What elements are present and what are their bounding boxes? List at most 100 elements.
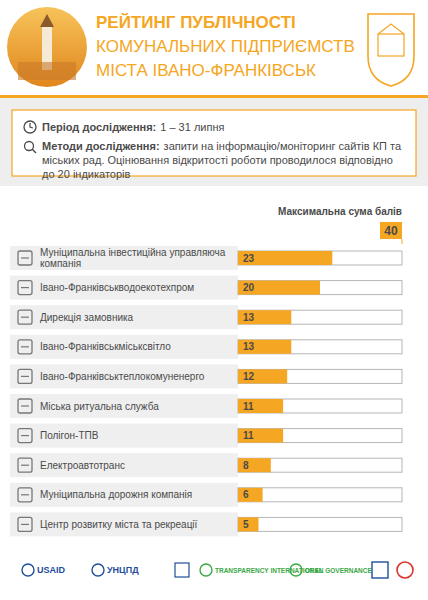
row-icon-line bbox=[21, 405, 29, 406]
bar bbox=[238, 310, 291, 324]
row-icon-line bbox=[21, 287, 29, 288]
header-rule bbox=[0, 95, 428, 98]
data-label: 6 bbox=[243, 489, 249, 500]
title-line: КОМУНАЛЬНИХ ПІДПРИЄМСТВ bbox=[96, 37, 355, 56]
bar-track bbox=[238, 488, 402, 502]
category-label: Муніципальна дорожня компанія bbox=[40, 489, 192, 500]
category-label: Електроавтотранс bbox=[40, 460, 125, 471]
data-label: 11 bbox=[243, 430, 254, 441]
row-icon bbox=[18, 251, 32, 265]
info-box bbox=[12, 110, 416, 176]
row-icon bbox=[18, 429, 32, 443]
logo-mark bbox=[397, 562, 413, 578]
buildings bbox=[18, 62, 76, 80]
data-label: 13 bbox=[243, 312, 255, 323]
bar-track bbox=[238, 399, 402, 413]
methods-label: Методи дослідження: bbox=[42, 140, 160, 152]
category-label: Івано-Франківськтеплокомуненерго bbox=[40, 371, 205, 382]
bar-track bbox=[238, 251, 402, 265]
bar-track bbox=[238, 458, 402, 472]
logo-mark bbox=[92, 564, 104, 576]
tick-box bbox=[380, 222, 402, 239]
row-icon bbox=[18, 458, 32, 472]
bar-track bbox=[238, 340, 402, 354]
logo-mark bbox=[175, 563, 189, 577]
category-label: Муніципальна інвестиційна управляючакомп… bbox=[40, 247, 226, 269]
data-label: 5 bbox=[243, 519, 249, 530]
row-bg bbox=[10, 276, 238, 300]
bar-track bbox=[238, 310, 402, 324]
category-label: Івано-Франківськміськсвітло bbox=[40, 341, 171, 352]
row-icon bbox=[18, 517, 32, 531]
bar bbox=[238, 399, 283, 413]
row-bg bbox=[10, 394, 238, 418]
row-icon bbox=[18, 488, 32, 502]
row-icon-line bbox=[21, 524, 29, 525]
row-icon-line bbox=[21, 465, 29, 466]
category-label: Івано-Франківськводоекотехпром bbox=[40, 282, 194, 293]
labels: Муніципальна інвестиційна управляючакомп… bbox=[10, 246, 402, 536]
data-label: 23 bbox=[243, 253, 255, 264]
bar bbox=[238, 251, 332, 265]
row-icon bbox=[18, 310, 32, 324]
bar-track bbox=[238, 369, 402, 383]
coat-of-arms bbox=[368, 14, 414, 86]
row-bg bbox=[10, 335, 238, 359]
row-bg bbox=[10, 512, 238, 536]
info-band bbox=[0, 98, 428, 186]
logo-mark bbox=[290, 564, 302, 576]
row-bg bbox=[10, 424, 238, 448]
clock-icon bbox=[24, 121, 36, 133]
logo-text: УНЦПД bbox=[107, 565, 139, 575]
row-bg bbox=[10, 483, 238, 507]
logo-mark bbox=[22, 564, 34, 576]
coat-gate bbox=[378, 34, 404, 56]
title-line: РЕЙТИНГ ПУБЛІЧНОСТІ bbox=[96, 13, 296, 32]
bar bbox=[238, 517, 259, 531]
clock-hand bbox=[30, 123, 33, 128]
row-icon-line bbox=[21, 376, 29, 377]
bar-track bbox=[238, 517, 402, 531]
bar bbox=[238, 458, 271, 472]
row-icon-line bbox=[21, 494, 29, 495]
row-icon bbox=[18, 281, 32, 295]
coat-roof bbox=[378, 24, 404, 34]
bar-track bbox=[238, 429, 402, 443]
logo-text: OPEN GOVERNANCE bbox=[305, 567, 372, 574]
category-label: Міська ритуальна служба bbox=[40, 401, 159, 412]
row-icon-line bbox=[21, 257, 29, 258]
category-label: Центр розвитку міста та рекреації bbox=[40, 519, 198, 530]
period-label: Період дослідження: bbox=[42, 121, 156, 133]
search-handle bbox=[32, 149, 36, 153]
row-icon bbox=[18, 399, 32, 413]
row-bg bbox=[10, 453, 238, 477]
logo-mark bbox=[200, 564, 212, 576]
data-label: 8 bbox=[243, 460, 249, 471]
row-icon-line bbox=[21, 317, 29, 318]
axis-label: Максимальна сума балів bbox=[278, 206, 402, 217]
photo bbox=[7, 7, 87, 87]
category-label: Дирекція замовника bbox=[40, 312, 134, 323]
row-icon-line bbox=[21, 346, 29, 347]
bar bbox=[238, 281, 320, 295]
data-labels: 23201313121111865 bbox=[243, 253, 255, 530]
tick-label: 40 bbox=[384, 224, 398, 238]
methods-value: запити на інформацію/моніторинг сайтів К… bbox=[42, 140, 402, 180]
row-bg bbox=[10, 364, 238, 388]
row-bg bbox=[10, 305, 238, 329]
data-label: 12 bbox=[243, 371, 255, 382]
title-line: МІСТА ІВАНО-ФРАНКІВСЬК bbox=[96, 61, 316, 80]
footer-bg bbox=[0, 552, 428, 600]
tick-mark bbox=[402, 239, 403, 244]
row-icon bbox=[18, 369, 32, 383]
data-label: 13 bbox=[243, 341, 255, 352]
period-value: 1 – 31 липня bbox=[160, 121, 224, 133]
page: РЕЙТИНГ ПУБЛІЧНОСТІ КОМУНАЛЬНИХ ПІДПРИЄМС… bbox=[0, 0, 428, 600]
logo-mark bbox=[372, 562, 388, 578]
bar bbox=[238, 429, 283, 443]
row-icon-line bbox=[21, 435, 29, 436]
category-label: Полігон-ТПВ bbox=[40, 430, 99, 441]
row-bg bbox=[10, 246, 238, 270]
data-label: 20 bbox=[243, 282, 255, 293]
row-icon bbox=[18, 340, 32, 354]
